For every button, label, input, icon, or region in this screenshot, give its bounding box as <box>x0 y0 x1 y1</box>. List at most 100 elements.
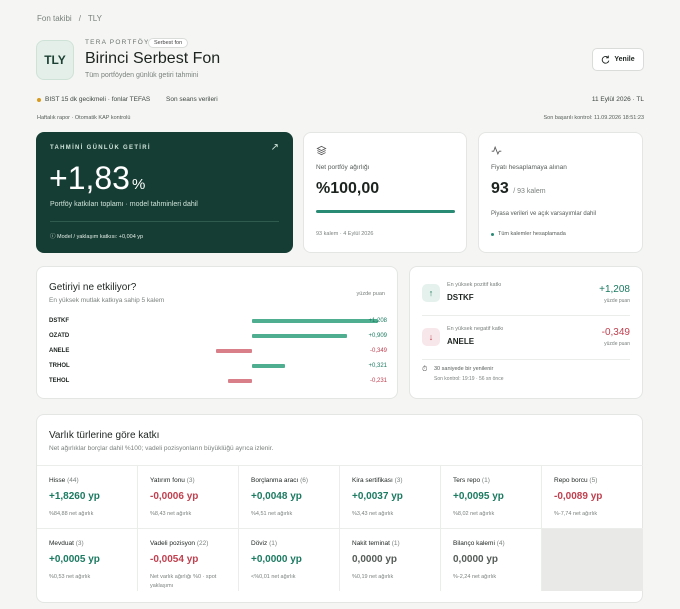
asset-type-label: Borçlanma aracı (6) <box>251 477 308 484</box>
asset-type-label: Bilanço kalemi (4) <box>453 540 505 547</box>
refresh-button[interactable]: Yenile <box>592 48 644 71</box>
asset-type-weight: <%0,01 net ağırlık <box>251 574 296 580</box>
low-contributor-label: En yüksek negatif katkı <box>447 326 504 332</box>
driver-row[interactable]: ANELE -0,349 <box>49 347 387 357</box>
fund-manager: TERA PORTFÖY <box>85 39 150 46</box>
arrow-up-icon: ↑ <box>422 284 440 302</box>
asset-type-name: Borçlanma aracı <box>251 477 299 484</box>
driver-row[interactable]: OZATD +0,909 <box>49 332 387 342</box>
status-dot-icon <box>37 97 41 102</box>
asset-type-value: -0,0054 yp <box>150 554 199 565</box>
breadcrumb-separator: / <box>78 14 81 23</box>
low-contributor-value: -0,349 <box>601 327 630 338</box>
asset-type-cell[interactable]: Döviz (1) +0,0000 yp <%0,01 net ağırlık <box>239 528 340 591</box>
asset-type-weight: %8,43 net ağırlık <box>150 511 192 517</box>
asset-type-name: Döviz <box>251 540 268 547</box>
driver-bar <box>252 334 347 338</box>
asset-type-weight: %0,53 net ağırlık <box>49 574 91 580</box>
asset-type-weight: %4,51 net ağırlık <box>251 511 293 517</box>
asset-type-value: -0,0006 yp <box>150 491 199 502</box>
asset-type-label: Mevduat (3) <box>49 540 84 547</box>
divider <box>50 221 279 222</box>
asset-type-cell[interactable]: Mevduat (3) +0,0005 yp %0,53 net ağırlık <box>37 528 138 591</box>
driver-ticker: TRHOL <box>49 363 70 369</box>
asset-type-count: (1) <box>391 540 400 547</box>
asset-type-value: +0,0048 yp <box>251 491 302 502</box>
asset-type-cell[interactable]: Nakit teminat (1) 0,0000 yp %0,19 net ağır… <box>340 528 441 591</box>
priced-items-card: Fiyatı hesaplamaya alınan 93 / 93 kalem … <box>478 132 643 253</box>
breadcrumb-current: TLY <box>87 14 102 23</box>
asset-type-cell[interactable]: Yatırım fonu (3) -0,0006 yp %8,43 net ağır… <box>138 465 239 528</box>
net-weight-label: Net portföy ağırlığı <box>316 164 370 171</box>
divider <box>422 315 630 316</box>
asset-type-cell[interactable]: Ters repo (1) +0,0095 yp %8,02 net ağırlık <box>441 465 542 528</box>
asset-type-name: Kira sertifikası <box>352 477 393 484</box>
asset-types-card: Varlık türlerine göre katkı Net ağırlıkl… <box>36 414 643 603</box>
asset-type-value: -0,0089 yp <box>554 491 603 502</box>
driver-ticker: OZATD <box>49 333 70 339</box>
driver-row[interactable]: TRHOL +0,321 <box>49 362 387 372</box>
top-contributor-name[interactable]: DSTKF <box>447 293 474 302</box>
driver-value: -0,349 <box>369 348 387 354</box>
asset-type-weight: %84,88 net ağırlık <box>49 511 94 517</box>
asset-type-cell[interactable]: Vadeli pozisyon (22) -0,0054 yp Net varlık… <box>138 528 239 591</box>
estimated-return-caption: Portföy katkıları toplamı · model tahmin… <box>50 201 198 208</box>
top-contributor-unit: yüzde puan <box>604 298 630 304</box>
report-note: Haftalık rapor · Otomatik KAP kontrolü <box>37 115 131 121</box>
priced-items-status-text: Tüm kalemler hesaplamada <box>498 231 566 237</box>
model-contribution-text: Model / yaklaşım katkısı: +0,004 yp <box>57 234 144 240</box>
asset-type-name: Hisse <box>49 477 66 484</box>
asset-type-cell[interactable]: Hisse (44) +1,8260 yp %84,88 net ağırlık <box>37 465 138 528</box>
asset-type-count: (1) <box>481 477 490 484</box>
return-number: +1,83 <box>49 160 130 196</box>
asset-type-cell[interactable]: Repo borcu (5) -0,0089 yp %-7,74 net ağırl… <box>542 465 643 528</box>
estimated-return-card: TAHMİNİ GÜNLÜK GETİRİ ↗ +1,83% Portföy k… <box>36 132 293 253</box>
valuation-date: 11 Eylül 2026 · TL <box>591 96 644 103</box>
asset-type-weight: %0,19 net ağırlık <box>352 574 394 580</box>
refresh-note: 30 saniyede bir yenilenir <box>434 366 494 372</box>
asset-type-label: Ters repo (1) <box>453 477 490 484</box>
asset-type-value: +0,0000 yp <box>251 554 302 565</box>
asset-type-count: (1) <box>269 540 278 547</box>
driver-value: +0,321 <box>368 363 387 369</box>
arrow-down-icon: ↓ <box>422 328 440 346</box>
priced-items-count: 93 <box>491 180 509 197</box>
priced-items-label: Fiyatı hesaplamaya alınan <box>491 164 567 171</box>
driver-bar <box>252 364 286 368</box>
driver-row[interactable]: TEHOL -0,231 <box>49 377 387 387</box>
low-contributor-name[interactable]: ANELE <box>447 337 475 346</box>
asset-types-subtitle: Net ağırlıklar borçlar dahil %100; vadel… <box>49 445 274 452</box>
clock-icon: ⏱ <box>422 366 428 373</box>
priced-items-status: Tüm kalemler hesaplamada <box>491 231 566 237</box>
breadcrumb-root[interactable]: Fon takibi <box>37 14 72 23</box>
asset-type-name: Bilanço kalemi <box>453 540 495 547</box>
driver-bar <box>227 379 252 383</box>
asset-types-title: Varlık türlerine göre katkı <box>49 430 160 441</box>
extremes-card: ↑ En yüksek pozitif katkı DSTKF +1,208 y… <box>409 266 643 399</box>
market-status: BIST 15 dk gecikmeli · fonlar TEFAS <box>37 96 150 103</box>
asset-type-value: 0,0000 yp <box>352 554 398 565</box>
driver-ticker: ANELE <box>49 348 70 354</box>
asset-type-count: (5) <box>589 477 598 484</box>
asset-type-cell[interactable]: Borçlanma aracı (6) +0,0048 yp %4,51 net a… <box>239 465 340 528</box>
driver-row[interactable]: DSTKF +1,208 <box>49 317 387 327</box>
asset-type-name: Yatırım fonu <box>150 477 185 484</box>
market-note: BIST 15 dk gecikmeli · fonlar TEFAS <box>45 96 151 103</box>
refresh-icon <box>602 55 610 64</box>
divider <box>422 359 630 360</box>
net-weight-value: %100,00 <box>316 180 380 197</box>
asset-type-cell[interactable]: Bilanço kalemi (4) 0,0000 yp %-2,24 net ağ… <box>441 528 542 591</box>
asset-type-label: Nakit teminat (1) <box>352 540 400 547</box>
asset-type-name: Ters repo <box>453 477 481 484</box>
priced-items-sub: Piyasa verileri ve açık varsayımlar dahi… <box>491 211 597 217</box>
asset-type-label: Kira sertifikası (3) <box>352 477 403 484</box>
status-dot-icon <box>491 232 494 236</box>
net-weight-progress <box>316 210 455 213</box>
asset-type-count: (3) <box>186 477 195 484</box>
asset-type-value: +0,0037 yp <box>352 491 403 502</box>
arrow-up-right-icon[interactable]: ↗ <box>270 142 279 153</box>
asset-type-name: Repo borcu <box>554 477 588 484</box>
asset-type-count: (4) <box>496 540 505 547</box>
asset-type-weight: %3,43 net ağırlık <box>352 511 394 517</box>
asset-type-cell[interactable]: Kira sertifikası (3) +0,0037 yp %3,43 net … <box>340 465 441 528</box>
